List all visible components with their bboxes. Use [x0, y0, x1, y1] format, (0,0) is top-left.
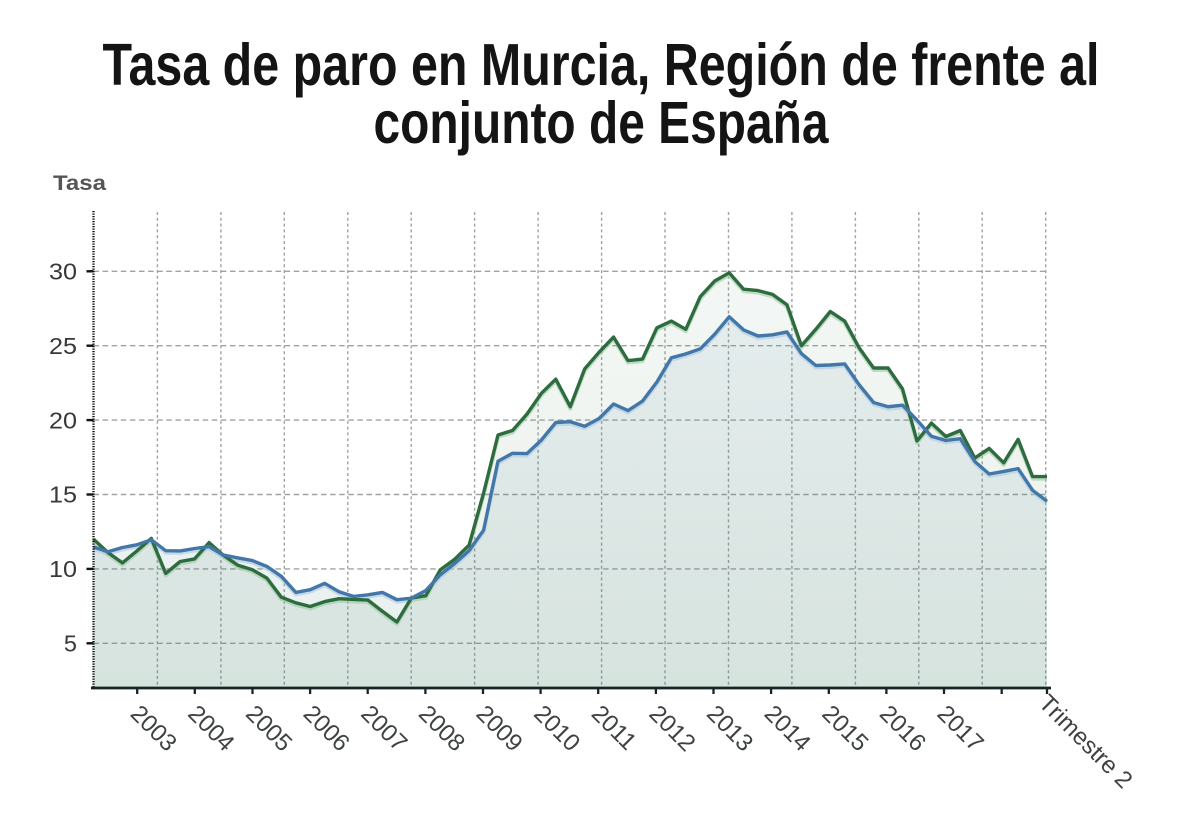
- svg-text:30: 30: [49, 259, 77, 285]
- svg-text:Tasa: Tasa: [53, 172, 106, 195]
- svg-text:conjunto de España: conjunto de España: [374, 90, 830, 156]
- svg-text:20: 20: [49, 407, 77, 433]
- svg-text:5: 5: [64, 631, 77, 657]
- svg-text:15: 15: [49, 482, 77, 508]
- svg-text:25: 25: [49, 333, 77, 359]
- svg-text:10: 10: [49, 556, 77, 582]
- svg-text:Tasa de paro en Murcia, Región: Tasa de paro en Murcia, Región de frente…: [103, 32, 1100, 98]
